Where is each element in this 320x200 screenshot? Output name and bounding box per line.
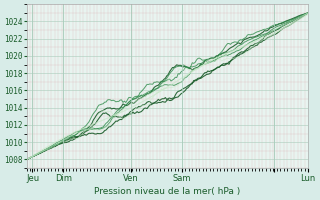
X-axis label: Pression niveau de la mer( hPa ): Pression niveau de la mer( hPa ) bbox=[94, 187, 241, 196]
